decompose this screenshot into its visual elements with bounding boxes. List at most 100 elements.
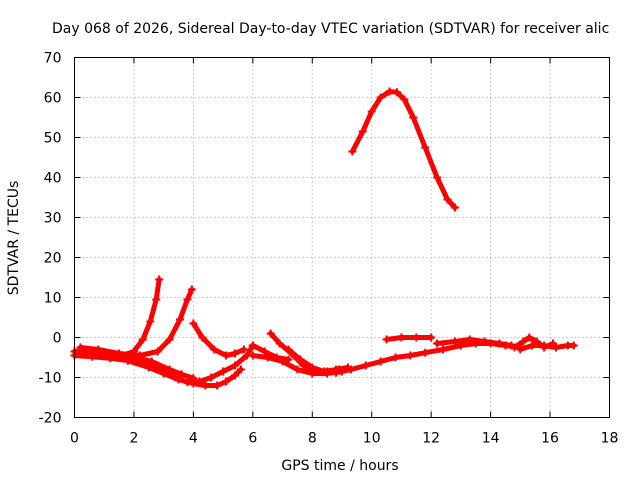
data-point — [76, 346, 85, 355]
data-point — [248, 351, 257, 360]
data-point — [207, 373, 216, 382]
data-point — [385, 87, 394, 96]
data-point — [400, 95, 409, 104]
series-line — [384, 335, 434, 342]
x-tick-label: 10 — [363, 431, 381, 447]
series-line — [349, 89, 458, 210]
y-tick-label: 50 — [44, 131, 62, 147]
data-point — [266, 329, 275, 338]
series-group — [70, 87, 578, 390]
data-point — [516, 345, 525, 354]
data-point — [382, 335, 391, 344]
data-point — [189, 319, 198, 328]
data-point — [189, 374, 198, 383]
x-tick-label: 18 — [601, 431, 619, 447]
data-point — [231, 371, 239, 380]
series-upper-track — [382, 333, 436, 344]
data-point — [187, 285, 196, 294]
series-pass-high — [348, 87, 459, 212]
x-tick-label: 6 — [248, 431, 257, 447]
data-point — [147, 357, 156, 366]
data-point — [153, 347, 162, 356]
data-point — [260, 347, 269, 356]
data-point — [376, 357, 385, 366]
data-point — [183, 295, 192, 304]
data-point — [201, 381, 210, 390]
data-point — [510, 343, 519, 352]
data-point — [239, 345, 248, 354]
data-point — [195, 377, 204, 386]
data-point — [412, 333, 421, 342]
data-point — [397, 333, 406, 342]
data-point — [176, 315, 185, 324]
data-point — [177, 370, 186, 379]
data-point — [332, 368, 341, 377]
data-point — [346, 365, 355, 374]
data-point — [323, 369, 332, 378]
data-point — [138, 335, 147, 344]
data-point — [210, 345, 219, 354]
data-point — [421, 348, 430, 357]
data-point — [222, 351, 231, 360]
data-point — [525, 333, 534, 342]
data-point — [443, 195, 452, 204]
series-line — [333, 341, 523, 376]
data-point — [480, 337, 489, 346]
data-point — [367, 107, 376, 116]
data-point — [308, 369, 317, 378]
plot-frame — [74, 57, 610, 418]
y-tick-label: 70 — [44, 51, 62, 67]
data-point — [421, 143, 430, 152]
data-point — [278, 357, 287, 366]
x-tick-label: 4 — [189, 431, 198, 447]
chart-title: Day 068 of 2026, Sidereal Day-to-day VTE… — [52, 21, 609, 37]
data-point — [296, 355, 305, 364]
data-point — [124, 351, 132, 360]
x-tick-label: 14 — [482, 431, 500, 447]
data-point — [231, 361, 239, 370]
data-point — [540, 341, 549, 350]
series-wave-d — [248, 351, 346, 378]
series-v-shape — [189, 319, 248, 360]
series-dip-c — [76, 346, 198, 383]
data-point — [358, 127, 367, 136]
data-point — [284, 345, 293, 354]
y-axis-title: SDTVAR / TECUs — [6, 181, 22, 296]
y-tick-label: 20 — [44, 251, 62, 267]
data-point — [100, 348, 109, 357]
data-point — [198, 333, 207, 342]
data-point — [439, 345, 448, 354]
y-tick-label: 0 — [53, 331, 62, 347]
x-tick-label: 16 — [541, 431, 559, 447]
x-axis-title: GPS time / hours — [281, 458, 398, 474]
y-tick-label: 40 — [44, 171, 62, 187]
y-tick-label: -10 — [39, 371, 62, 387]
data-point — [433, 173, 442, 182]
data-point — [465, 335, 474, 344]
data-point — [293, 365, 302, 374]
data-point — [391, 353, 400, 362]
data-point — [171, 373, 180, 382]
ticks: 0 2 4 6 8 10 12 14 16 18 -20 -10 0 10 20 30 40 50 60 70 — [39, 51, 619, 447]
data-point — [152, 295, 161, 304]
data-point — [409, 113, 418, 122]
data-point — [495, 339, 504, 348]
y-tick-label: 30 — [44, 211, 62, 227]
data-point — [552, 343, 560, 352]
series-line — [190, 321, 247, 358]
data-point — [263, 353, 272, 362]
data-point — [165, 365, 174, 374]
y-tick-label: -20 — [39, 411, 62, 427]
data-point — [406, 351, 415, 360]
data-point — [450, 203, 459, 212]
data-point — [155, 275, 164, 284]
data-point — [348, 147, 357, 156]
x-tick-label: 8 — [308, 431, 317, 447]
data-point — [219, 367, 228, 376]
data-point — [165, 335, 174, 344]
data-point — [236, 365, 245, 374]
data-point — [146, 317, 155, 326]
data-point — [569, 341, 578, 350]
data-point — [248, 341, 257, 350]
